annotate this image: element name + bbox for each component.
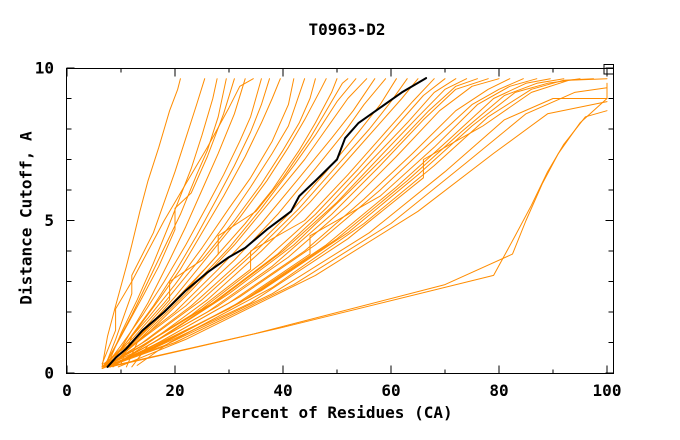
model-curve [136,78,594,366]
x-axis-title: Percent of Residues (CA) [221,403,453,422]
x-tick-label: 80 [489,381,508,400]
model-curve [101,78,295,368]
model-curve [107,78,270,368]
y-tick-label: 10 [35,59,54,78]
model-curve [112,78,478,366]
model-curve [105,78,235,365]
chart-title: T0963-D2 [308,20,386,39]
model-curve [120,78,281,365]
model-curve [104,78,262,368]
model-curve [110,78,368,365]
x-tick-label: 60 [381,381,400,400]
model-curve [103,78,227,368]
model-curve [107,87,608,368]
x-tick-label: 40 [273,381,292,400]
model-curve [108,78,357,368]
model-curve [107,78,457,365]
model-curve [101,78,254,365]
model-curve [104,78,206,368]
model-curve [131,78,500,368]
model-curve [101,78,608,369]
corner-box [603,64,614,75]
model-curve [117,101,608,368]
x-tick-label: 0 [62,381,72,400]
model-curve [108,78,408,365]
x-tick-label: 20 [165,381,184,400]
y-tick-label: 0 [44,364,54,383]
model-curve [125,78,387,368]
model-curve [112,78,419,368]
model-curve [108,78,581,368]
model-curve [109,78,468,368]
model-curve [109,78,327,368]
best-model-curve [106,77,428,368]
model-curve [109,78,524,368]
model-curve [107,78,316,368]
model-curve [104,78,306,366]
model-curve [107,98,608,368]
x-tick-label: 100 [593,381,622,400]
model-curve [104,82,608,368]
y-tick-label: 5 [44,211,54,230]
model-curve [101,78,181,368]
model-curve [102,78,376,368]
